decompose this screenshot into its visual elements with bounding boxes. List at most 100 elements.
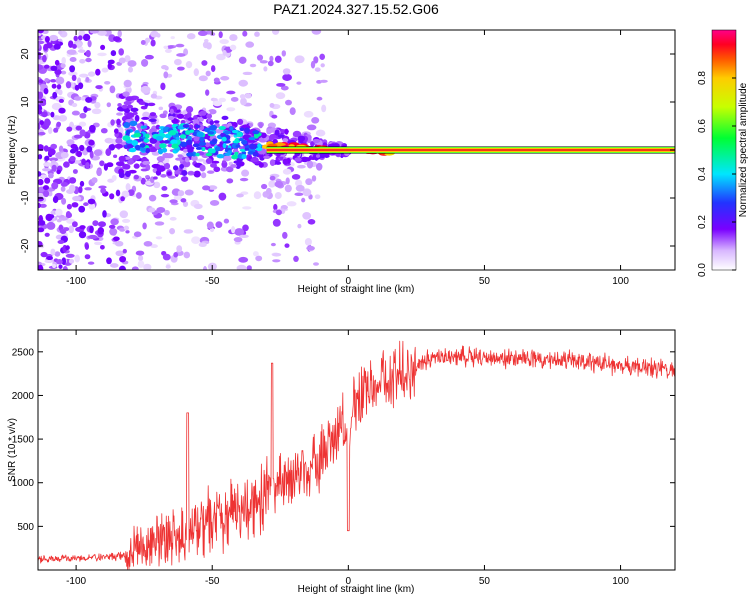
spectrogram-cell — [100, 127, 108, 134]
spectrogram-cell — [128, 66, 133, 73]
snr-x-label: Height of straight line (km) — [298, 584, 415, 595]
spectrogram-cell — [98, 185, 107, 189]
y-tick-label: 10 — [20, 96, 31, 108]
spectrogram-cell — [39, 120, 45, 126]
spectrogram-cell — [108, 144, 116, 151]
spectrogram-cell — [238, 56, 247, 64]
spectrogram-cell — [144, 54, 154, 60]
spectrogram-cell — [170, 139, 178, 145]
spectrogram-cell — [97, 52, 107, 57]
spectrogram-cell — [133, 132, 142, 138]
spectrogram-cell — [231, 226, 236, 234]
spectrogram-cell — [221, 136, 227, 142]
spectrogram-cell — [201, 60, 208, 66]
spectrogram-cell — [272, 218, 281, 227]
spectrogram-cell — [49, 34, 59, 42]
spectrogram-cell — [222, 142, 227, 149]
spectrogram-cell — [162, 152, 171, 159]
spectrogram-cell — [50, 111, 55, 118]
spectrogram-cell — [102, 210, 107, 218]
spectrogram-cell — [209, 120, 214, 126]
spectrogram-cell — [69, 155, 76, 162]
spectrogram-cell — [231, 129, 239, 134]
spectrogram-cell — [153, 176, 158, 180]
spectrogram-cell — [284, 184, 292, 193]
spectrogram-cell — [206, 170, 215, 174]
colorbar-tick-label: 0.6 — [697, 119, 708, 133]
colorbar-tick-label: 0.0 — [697, 263, 708, 277]
spectrogram-cell — [147, 102, 156, 107]
spectrogram-cell — [271, 114, 278, 119]
spectrogram-cell — [199, 136, 205, 142]
spectrogram-cell — [282, 68, 291, 75]
spectrogram-cell — [94, 241, 102, 246]
spectrogram-cell — [118, 48, 124, 56]
spectrogram-cell — [193, 170, 201, 178]
spectrogram-cell — [168, 130, 177, 136]
spectrogram-cell — [150, 244, 158, 249]
spectrogram-cell — [91, 108, 102, 115]
x-tick-label: 0 — [346, 576, 352, 587]
spectrogram-cell — [161, 147, 168, 153]
spectrogram-cell — [240, 97, 247, 106]
spectrogram-cell — [245, 41, 255, 48]
spectrogram-cell — [42, 167, 51, 172]
spectrogram-cell — [202, 185, 211, 191]
spectrogram-cell — [66, 203, 72, 210]
spectrogram-cell — [46, 255, 53, 261]
spectrogram-cell — [233, 237, 243, 243]
spectrogram-cell — [282, 168, 292, 175]
spectrogram-cell — [216, 53, 226, 61]
spectrogram-cell — [311, 175, 317, 182]
spectrogram-cell — [68, 258, 75, 264]
spectrogram-cell — [161, 186, 168, 191]
spectrogram-cell — [87, 261, 95, 265]
spectrogram-cell — [282, 158, 289, 165]
spectrogram-cell — [51, 164, 57, 172]
spectrogram-cell — [134, 144, 141, 151]
spectrogram-cell — [174, 170, 182, 175]
spectrogram-cell — [274, 192, 282, 199]
spectrogram-cell — [118, 172, 125, 179]
spectrogram-cell — [52, 91, 58, 99]
spectrogram-cell — [123, 100, 132, 106]
spectrogram-cell — [60, 70, 67, 75]
spectrogram-cell — [148, 118, 157, 122]
spectrogram-cell — [123, 79, 132, 88]
spectrogram-cell — [130, 107, 139, 112]
spectrogram-cell — [77, 35, 83, 41]
spectrogram-cell — [138, 101, 146, 106]
spectrogram-cell — [79, 225, 86, 230]
spectrogram-cell — [144, 102, 149, 107]
spectrogram-cell — [198, 75, 208, 82]
spectrogram-cell — [235, 144, 241, 148]
spectrogram-cell — [200, 172, 207, 179]
spectrogram-cell — [168, 112, 176, 117]
x-tick-label: 100 — [612, 576, 629, 587]
spectrogram-cell — [163, 71, 169, 79]
spectrogram-cell — [302, 188, 312, 197]
spectrogram-cell — [207, 131, 215, 135]
spectrogram-cell — [66, 49, 77, 55]
colorbar-label: Normalized spectral amplitude — [738, 82, 749, 217]
spectrogram-cell — [294, 55, 305, 64]
spectrogram-cell — [253, 191, 262, 200]
spectrogram-cell — [85, 49, 91, 58]
y-tick-label: 1500 — [12, 435, 35, 446]
spectrogram-cell — [72, 169, 78, 174]
spectrogram-cell — [282, 138, 289, 143]
y-tick-label: 2000 — [12, 391, 35, 402]
spectrogram-cell — [156, 165, 166, 172]
spectrogram-cell — [183, 116, 189, 120]
spectrogram-cell — [160, 193, 170, 198]
spectrogram-cell — [327, 143, 335, 148]
spectrogram-cell — [85, 96, 93, 103]
spectrogram-cell — [306, 245, 315, 251]
spectrogram-cell — [91, 177, 98, 184]
spectrogram-cell — [256, 54, 264, 61]
spectrogram-cell — [206, 221, 214, 230]
spectrogram-cell — [315, 162, 323, 171]
spectrogram-cell — [239, 177, 249, 182]
spectrogram-cell — [218, 97, 227, 103]
